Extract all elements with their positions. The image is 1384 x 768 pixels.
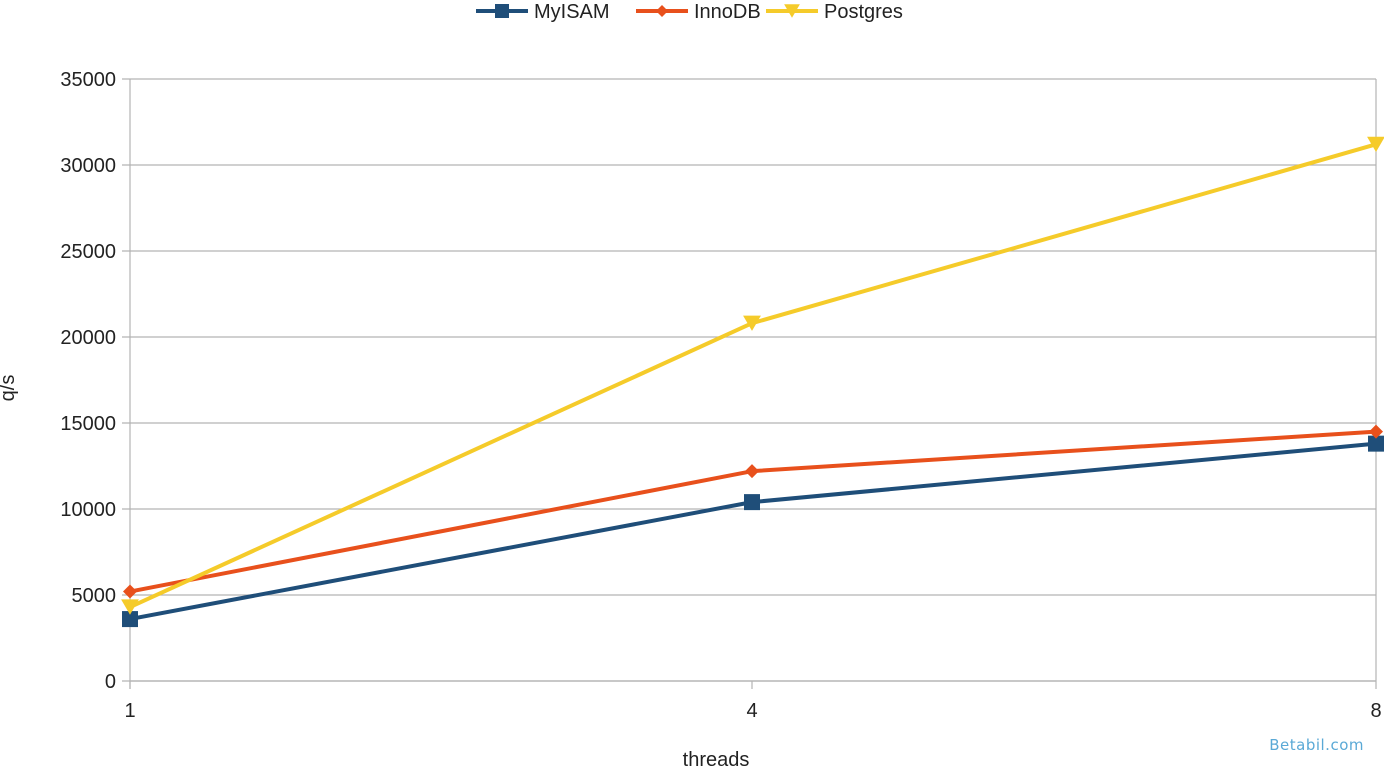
y-tick-labels: 0 5000 10000 15000 20000 25000 30000 35000 [60,69,116,693]
x-tick-label: 4 [746,700,757,722]
legend-item-postgres: Postgres [766,1,903,23]
watermark-text: Betabil.com [1269,736,1364,754]
y-tick-label: 25000 [60,241,116,263]
y-tick-label: 30000 [60,155,116,177]
grid-lines [122,78,1376,682]
legend-label: MyISAM [534,1,610,23]
axes [129,79,1377,689]
data-point-innodb [1369,424,1383,439]
y-tick-label: 20000 [60,327,116,349]
series-postgres [121,136,1384,615]
y-tick-label: 0 [105,671,116,693]
legend-item-myisam: MyISAM [476,1,610,23]
legend-swatch-marker [495,4,509,18]
data-point-myisam [744,494,760,511]
x-tick-label: 1 [124,700,135,722]
x-tick-labels: 1 4 8 [124,700,1381,722]
data-point-innodb [745,464,759,479]
data-point-postgres [743,315,761,331]
series-line-postgres [128,142,1378,610]
data-point-myisam [122,611,138,628]
data-point-postgres [121,599,139,615]
legend-swatch-marker [784,4,800,18]
x-axis-label: threads [683,749,750,768]
legend: MyISAM InnoDB Postgres [476,1,903,23]
series-layer [121,136,1384,628]
y-tick-label: 5000 [72,585,117,607]
y-tick-label: 10000 [60,499,116,521]
series-line-innodb [128,429,1378,594]
data-point-postgres [1367,136,1384,153]
y-axis-label: q/s [0,375,19,402]
series-innodb [123,424,1383,599]
y-tick-label: 15000 [60,413,116,435]
y-tick-label: 35000 [60,69,116,91]
series-myisam [122,435,1384,628]
legend-label: InnoDB [694,1,761,23]
data-point-myisam [1368,435,1384,452]
legend-item-innodb: InnoDB [636,1,761,23]
legend-swatch-marker [656,5,668,17]
data-point-innodb [123,584,137,599]
legend-label: Postgres [824,1,903,23]
x-tick-label: 8 [1370,700,1381,722]
